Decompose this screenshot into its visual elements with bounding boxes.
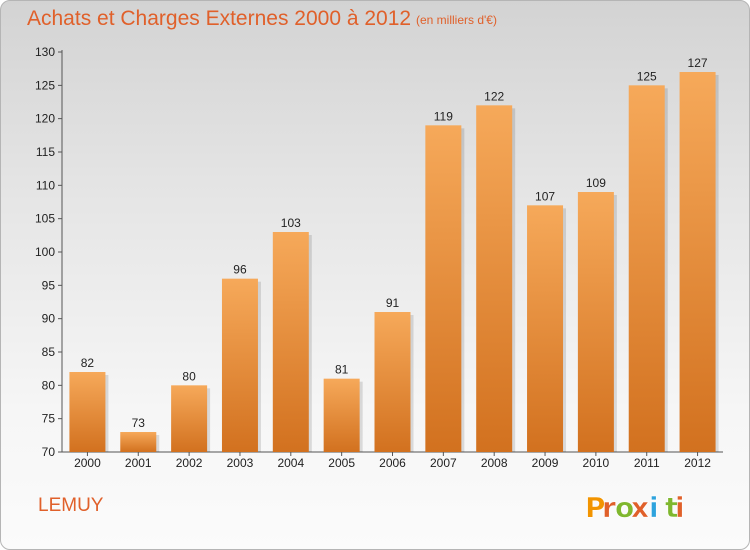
data-label-2000: 82 <box>81 356 95 370</box>
y-tick-label: 95 <box>42 278 56 292</box>
x-tick-label: 2005 <box>328 456 355 470</box>
data-label-2012: 127 <box>688 56 708 70</box>
x-tick-label: 2012 <box>684 456 711 470</box>
y-tick-label: 120 <box>35 112 55 126</box>
bar-2003 <box>221 278 258 452</box>
x-tick-label: 2000 <box>74 456 101 470</box>
data-label-2003: 96 <box>233 263 247 277</box>
x-tick-label: 2004 <box>277 456 304 470</box>
y-tick-label: 110 <box>36 178 55 192</box>
data-label-2006: 91 <box>386 296 400 310</box>
y-tick-label: 85 <box>42 345 56 359</box>
data-label-2002: 80 <box>182 369 196 383</box>
logo-letter: t <box>665 491 678 524</box>
y-tick-label: 105 <box>35 212 55 226</box>
data-label-2008: 122 <box>484 89 504 103</box>
y-tick-label: 115 <box>36 145 55 159</box>
data-label-2001: 73 <box>132 416 146 430</box>
bar-2012 <box>679 72 716 452</box>
commune-name: LEMUY <box>38 495 104 516</box>
x-tick-label: 2007 <box>430 456 457 470</box>
bar-2011 <box>628 85 665 452</box>
x-tick-label: 2001 <box>125 456 152 470</box>
bar-2005 <box>323 378 360 452</box>
logo-letter: o <box>615 491 634 524</box>
proxiti-logo: Pr ox i ti <box>585 491 685 525</box>
data-label-2005: 81 <box>335 363 349 377</box>
data-label-2011: 125 <box>637 69 657 83</box>
x-tick-label: 2009 <box>532 456 559 470</box>
y-tick-label: 100 <box>35 245 55 259</box>
y-tick-label: 90 <box>42 312 56 326</box>
logo-letter: P <box>585 491 606 524</box>
bar-2001 <box>120 432 157 452</box>
bar-2002 <box>171 385 208 452</box>
y-tick-label: 130 <box>35 45 55 59</box>
x-tick-label: 2003 <box>227 456 254 470</box>
bar-2010 <box>577 192 614 452</box>
bar-2004 <box>272 232 309 452</box>
y-tick-label: 125 <box>35 78 55 92</box>
x-tick-label: 2002 <box>176 456 203 470</box>
x-tick-label: 2008 <box>481 456 508 470</box>
logo-letter: r <box>602 491 616 524</box>
bar-2000 <box>69 372 106 452</box>
y-tick-label: 80 <box>42 378 56 392</box>
logo-letter: i <box>675 491 685 524</box>
data-label-2004: 103 <box>281 216 301 230</box>
data-label-2009: 107 <box>535 189 555 203</box>
bar-2007 <box>425 125 462 452</box>
y-tick-label: 70 <box>42 445 56 459</box>
data-label-2007: 119 <box>434 109 453 123</box>
chart-subtitle: (en milliers d'€) <box>416 13 497 27</box>
y-tick-label: 75 <box>42 412 56 426</box>
bar-2006 <box>374 312 411 452</box>
logo-letter: i <box>649 491 659 524</box>
chart-data-labels: 82 73 80 96 103 81 91 119 122 107 109 125 127 <box>81 56 708 430</box>
x-tick-label: 2011 <box>634 456 660 470</box>
x-tick-label: 2010 <box>583 456 610 470</box>
x-tick-label: 2006 <box>379 456 406 470</box>
data-label-2010: 109 <box>586 176 606 190</box>
bar-2008 <box>476 105 513 452</box>
bar-2009 <box>527 205 564 452</box>
logo-letter: x <box>631 491 649 524</box>
chart-title: Achats et Charges Externes 2000 à 2012 <box>27 7 412 30</box>
chart-bars <box>69 72 719 452</box>
